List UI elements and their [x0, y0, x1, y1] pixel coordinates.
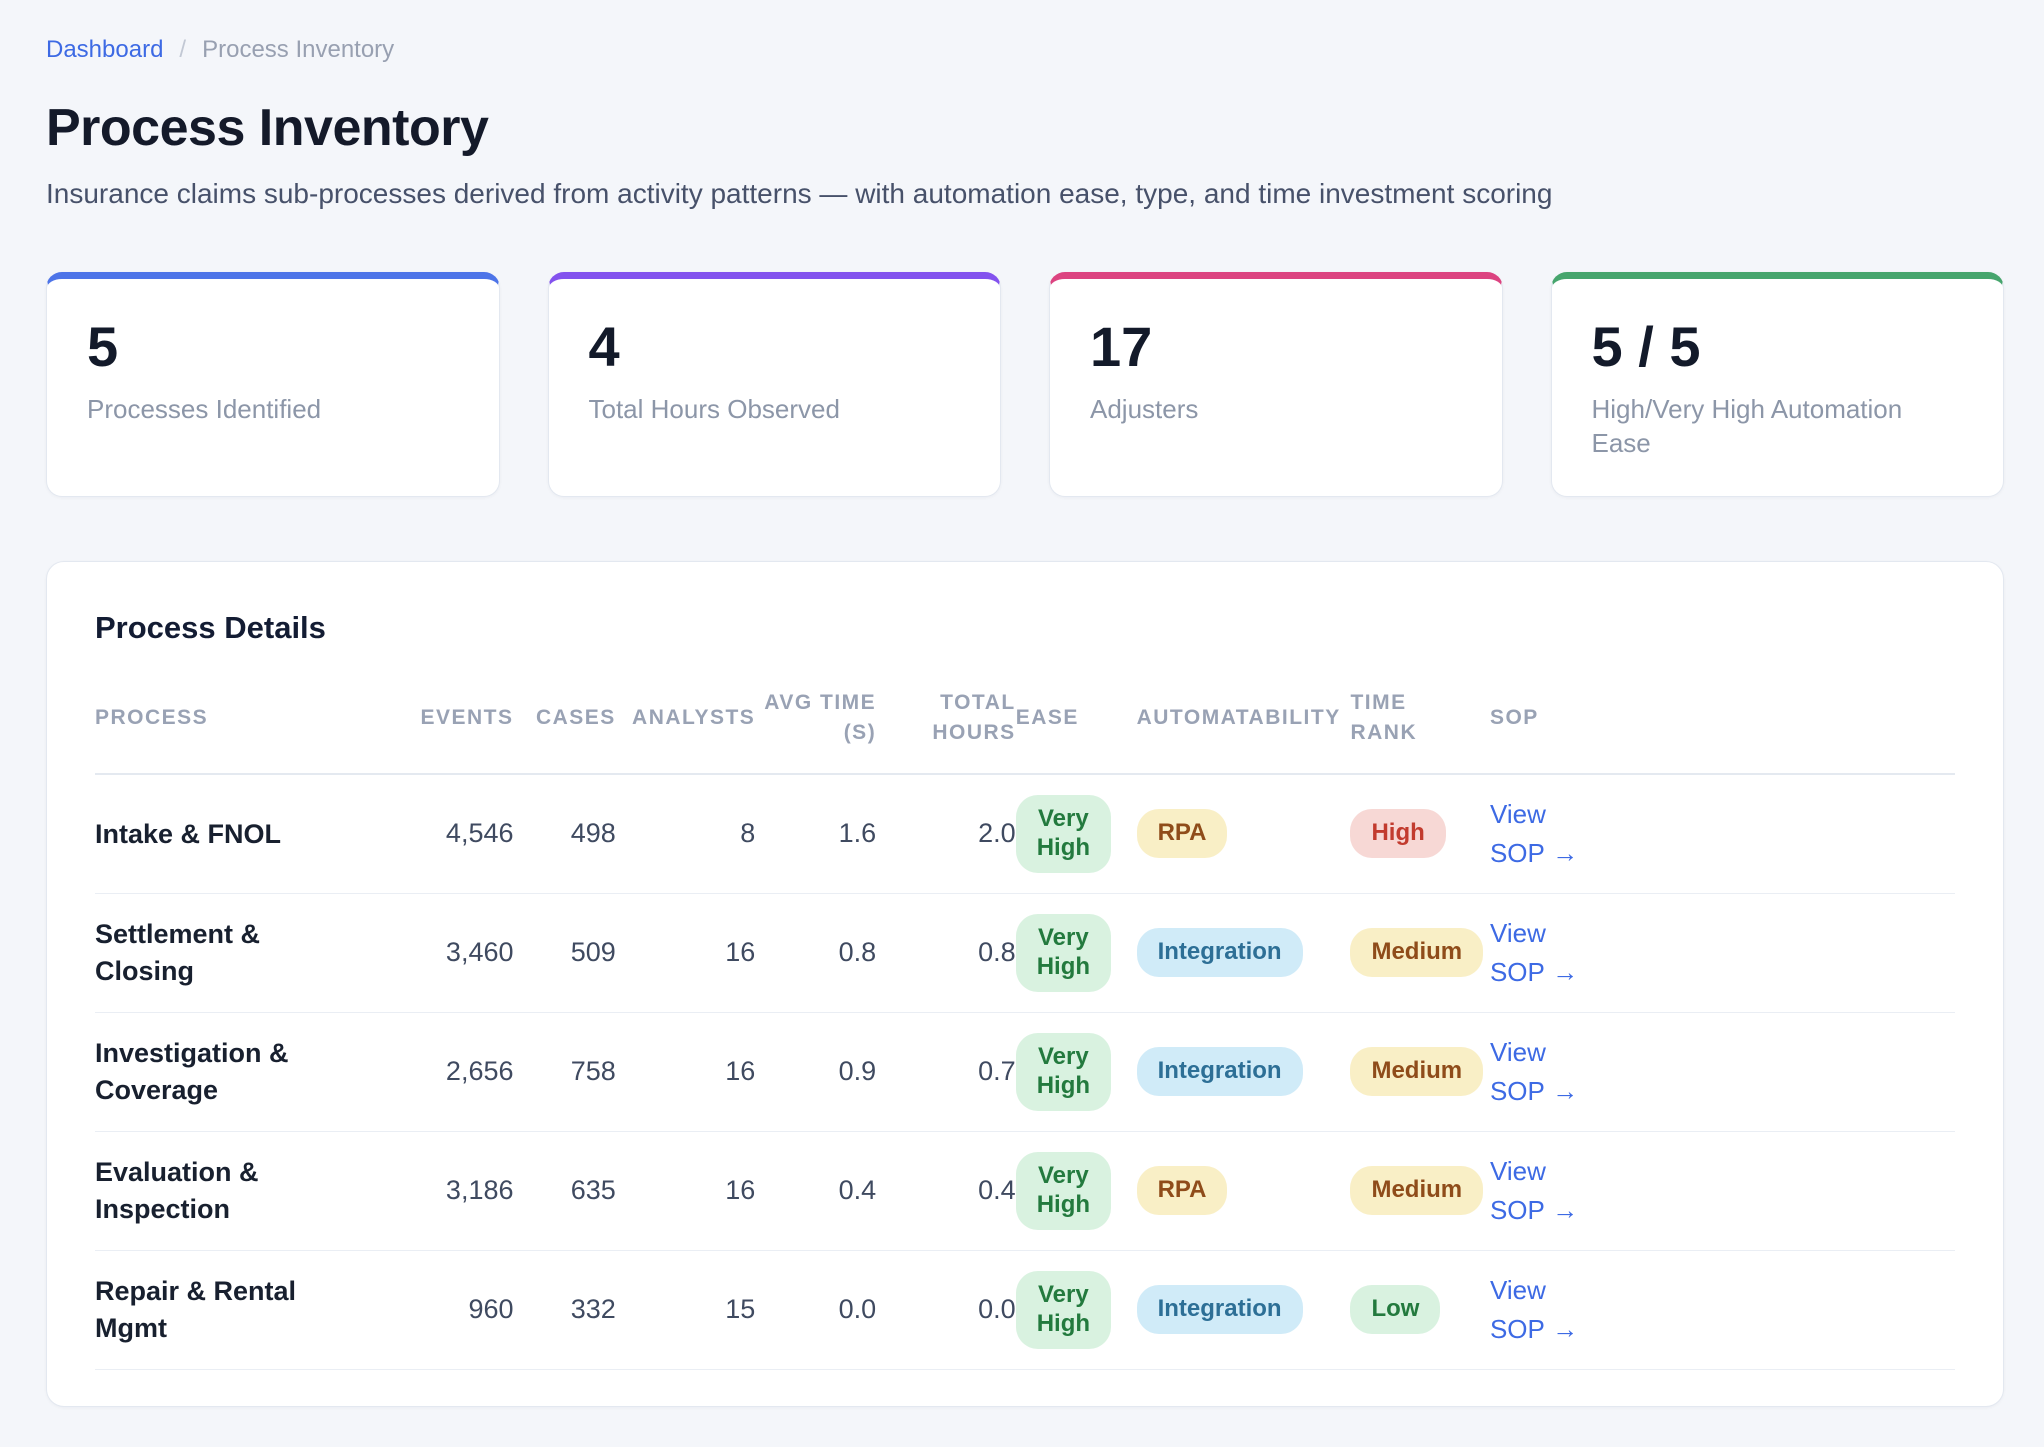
stat-value: 5: [87, 319, 459, 375]
stat-value: 17: [1090, 319, 1462, 375]
process-name: Intake & FNOL: [95, 774, 374, 894]
ease-badge: Very High: [1016, 1152, 1111, 1230]
process-name: Investigation & Coverage: [95, 1012, 374, 1131]
table-row: Intake & FNOL 4,546 498 8 1.6 2.0 Very H…: [95, 774, 1955, 894]
cases-value: 758: [514, 1012, 616, 1131]
table-row: Investigation & Coverage 2,656 758 16 0.…: [95, 1012, 1955, 1131]
process-name: Evaluation & Inspection: [95, 1131, 374, 1250]
time-rank-badge: Medium: [1350, 1166, 1483, 1215]
stat-label: Total Hours Observed: [589, 393, 961, 427]
avg-time-value: 0.4: [755, 1131, 876, 1250]
process-table: PROCESS EVENTS CASES ANALYSTS AVG TIME (…: [95, 662, 1955, 1370]
stat-card-processes-identified: 5 Processes Identified: [46, 272, 500, 497]
analysts-value: 16: [616, 1131, 756, 1250]
view-sop-link[interactable]: View SOP →: [1490, 1152, 1606, 1230]
table-row: Evaluation & Inspection 3,186 635 16 0.4…: [95, 1131, 1955, 1250]
breadcrumb-separator: /: [179, 36, 186, 64]
events-value: 960: [374, 1250, 514, 1369]
analysts-value: 15: [616, 1250, 756, 1369]
col-header-analysts: ANALYSTS: [616, 662, 756, 774]
col-header-ease: EASE: [1016, 662, 1137, 774]
stat-label: High/Very High Automation Ease: [1592, 393, 1964, 461]
table-header-row: PROCESS EVENTS CASES ANALYSTS AVG TIME (…: [95, 662, 1955, 774]
stat-value: 5 / 5: [1592, 319, 1964, 375]
analysts-value: 16: [616, 1012, 756, 1131]
events-value: 2,656: [374, 1012, 514, 1131]
col-header-avg-time: AVG TIME (S): [755, 662, 876, 774]
process-name: Repair & Rental Mgmt: [95, 1250, 374, 1369]
table-row: Settlement & Closing 3,460 509 16 0.8 0.…: [95, 893, 1955, 1012]
breadcrumb-current: Process Inventory: [202, 36, 394, 64]
total-hours-value: 0.4: [876, 1131, 1016, 1250]
events-value: 3,186: [374, 1131, 514, 1250]
stat-label: Adjusters: [1090, 393, 1462, 427]
process-name: Settlement & Closing: [95, 893, 374, 1012]
view-sop-link[interactable]: View SOP →: [1490, 914, 1606, 992]
view-sop-link[interactable]: View SOP →: [1490, 795, 1606, 873]
time-rank-badge: Medium: [1350, 1047, 1483, 1096]
ease-badge: Very High: [1016, 795, 1111, 873]
process-inventory-page: Dashboard / Process Inventory Process In…: [0, 0, 2044, 1447]
ease-badge: Very High: [1016, 1271, 1111, 1349]
col-header-events: EVENTS: [374, 662, 514, 774]
ease-badge: Very High: [1016, 1033, 1111, 1111]
automatability-badge: Integration: [1137, 1285, 1303, 1334]
time-rank-badge: High: [1350, 809, 1445, 858]
total-hours-value: 0.0: [876, 1250, 1016, 1369]
avg-time-value: 0.8: [755, 893, 876, 1012]
avg-time-value: 0.0: [755, 1250, 876, 1369]
stat-card-adjusters: 17 Adjusters: [1049, 272, 1503, 497]
automatability-badge: RPA: [1137, 809, 1228, 858]
stat-value: 4: [589, 319, 961, 375]
col-header-cases: CASES: [514, 662, 616, 774]
avg-time-value: 0.9: [755, 1012, 876, 1131]
page-title: Process Inventory: [46, 98, 2004, 158]
col-header-time-rank: TIME RANK: [1350, 662, 1490, 774]
breadcrumb: Dashboard / Process Inventory: [46, 36, 2004, 64]
total-hours-value: 2.0: [876, 774, 1016, 894]
time-rank-badge: Medium: [1350, 928, 1483, 977]
analysts-value: 8: [616, 774, 756, 894]
automatability-badge: RPA: [1137, 1166, 1228, 1215]
stat-card-automation-ease: 5 / 5 High/Very High Automation Ease: [1551, 272, 2005, 497]
view-sop-link[interactable]: View SOP →: [1490, 1033, 1606, 1111]
automatability-badge: Integration: [1137, 928, 1303, 977]
ease-badge: Very High: [1016, 914, 1111, 992]
stat-label: Processes Identified: [87, 393, 459, 427]
cases-value: 509: [514, 893, 616, 1012]
col-header-automatability: AUTOMATABILITY: [1137, 662, 1351, 774]
cases-value: 635: [514, 1131, 616, 1250]
total-hours-value: 0.8: [876, 893, 1016, 1012]
view-sop-link[interactable]: View SOP →: [1490, 1271, 1606, 1349]
events-value: 3,460: [374, 893, 514, 1012]
total-hours-value: 0.7: [876, 1012, 1016, 1131]
col-header-total-hours: TOTAL HOURS: [876, 662, 1016, 774]
stat-cards: 5 Processes Identified 4 Total Hours Obs…: [46, 272, 2004, 497]
table-row: Repair & Rental Mgmt 960 332 15 0.0 0.0 …: [95, 1250, 1955, 1369]
process-details-card: Process Details PROCESS EVENTS CASES ANA…: [46, 561, 2004, 1407]
events-value: 4,546: [374, 774, 514, 894]
breadcrumb-link-dashboard[interactable]: Dashboard: [46, 36, 163, 64]
cases-value: 332: [514, 1250, 616, 1369]
analysts-value: 16: [616, 893, 756, 1012]
automatability-badge: Integration: [1137, 1047, 1303, 1096]
col-header-sop: SOP: [1490, 662, 1955, 774]
time-rank-badge: Low: [1350, 1285, 1440, 1334]
page-subtitle: Insurance claims sub-processes derived f…: [46, 178, 2004, 210]
col-header-process: PROCESS: [95, 662, 374, 774]
cases-value: 498: [514, 774, 616, 894]
table-title: Process Details: [95, 610, 1955, 646]
stat-card-total-hours-observed: 4 Total Hours Observed: [548, 272, 1002, 497]
avg-time-value: 1.6: [755, 774, 876, 894]
